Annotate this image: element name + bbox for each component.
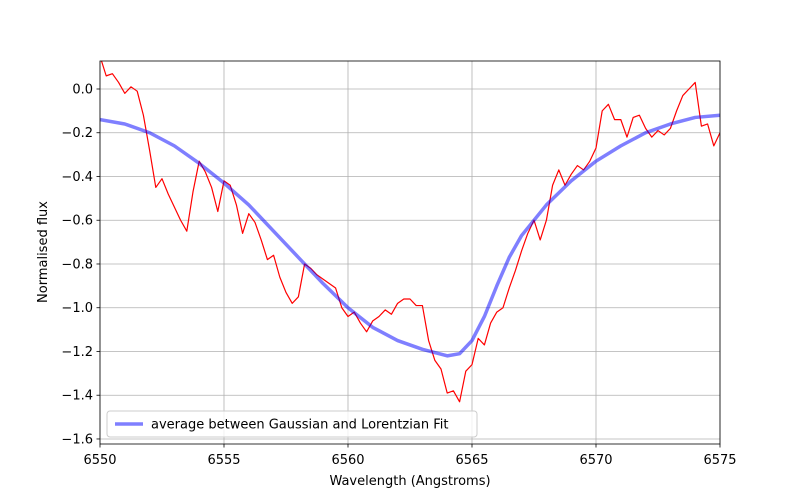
y-tick-label: −0.4	[61, 170, 93, 185]
y-tick-label: −0.8	[61, 257, 93, 272]
y-tick-label: 0.0	[72, 82, 93, 97]
x-tick-label: 6570	[579, 453, 612, 468]
data-line	[100, 61, 720, 403]
y-tick-label: −0.2	[61, 126, 93, 141]
y-tick-label: −1.6	[61, 432, 93, 447]
y-axis-label: Normalised flux	[36, 201, 51, 303]
x-tick-label: 6565	[455, 453, 488, 468]
legend-label: average between Gaussian and Lorentzian …	[151, 418, 448, 433]
legend: average between Gaussian and Lorentzian …	[106, 410, 478, 438]
data-line	[100, 113, 720, 358]
axes-frame	[99, 60, 721, 445]
y-tick-label: −0.6	[61, 214, 93, 229]
x-tick-label: 6560	[331, 453, 364, 468]
x-tick-label: 6550	[83, 453, 116, 468]
x-tick-label: 6575	[703, 453, 736, 468]
ticks: 6550 6555 6560 6565 6570 6575 −1.6 −1.4 −1.2 −1.0…	[61, 82, 736, 468]
y-tick-label: −1.2	[61, 345, 93, 360]
grid	[99, 61, 721, 444]
y-tick-label: −1.4	[61, 389, 93, 404]
plot-lines	[100, 61, 720, 403]
y-tick-label: −1.0	[61, 301, 93, 316]
legend-box	[106, 410, 478, 438]
x-tick-label: 6555	[207, 453, 240, 468]
x-axis-label: Wavelength (Angstroms)	[329, 474, 490, 489]
